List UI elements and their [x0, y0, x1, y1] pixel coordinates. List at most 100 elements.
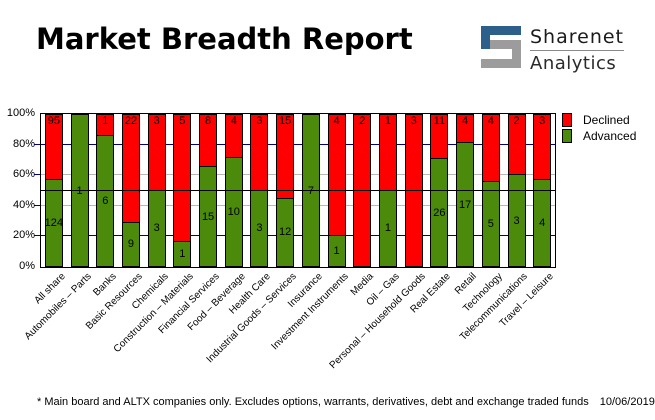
- stacked-bar: 1: [70, 114, 89, 267]
- legend-label: Declined: [583, 113, 630, 127]
- advanced-value-label: 15: [201, 210, 215, 223]
- advanced-value-label: 17: [458, 198, 472, 211]
- legend-swatch-declined: [562, 113, 572, 127]
- bar-9: 15 12: [272, 114, 298, 267]
- legend-swatch-advanced: [562, 129, 572, 143]
- legend-label: Advanced: [583, 129, 637, 143]
- declined-segment: 1: [378, 114, 397, 191]
- stacked-bar: 7: [301, 114, 320, 267]
- advanced-value-label: 1: [384, 222, 392, 235]
- advanced-segment: 1: [378, 190, 397, 267]
- bar-10: 7: [298, 114, 324, 267]
- y-tick-label-20: 20%: [12, 229, 35, 242]
- logo-brand-name: Sharenet: [530, 26, 625, 51]
- advanced-segment: 6: [96, 135, 115, 267]
- advanced-segment: 4: [533, 179, 552, 267]
- x-axis-label-0: All share: [32, 271, 68, 307]
- stacked-bar: 4 17: [456, 114, 475, 267]
- declined-segment: 95: [44, 114, 63, 181]
- advanced-value-label: 1: [333, 245, 340, 258]
- x-axis-label-3: Basic Resources: [83, 271, 145, 332]
- advanced-segment: 1: [70, 114, 89, 267]
- advanced-value-label: 6: [102, 194, 109, 207]
- gridline-80: [41, 143, 555, 145]
- bar-7: 4 10: [221, 114, 247, 267]
- stacked-bar: 2: [353, 114, 372, 267]
- advanced-segment: 26: [430, 159, 449, 267]
- stacked-bar: 8 15: [199, 114, 218, 267]
- bar-1: 1: [67, 114, 93, 267]
- advanced-segment: 9: [121, 222, 140, 267]
- advanced-value-label: 3: [256, 222, 263, 235]
- declined-value-label: 3: [153, 115, 160, 127]
- logo-brand-sub: Analytics: [530, 53, 617, 74]
- page-title: Market Breadth Report: [36, 22, 413, 56]
- declined-value-label: 8: [205, 115, 212, 127]
- declined-value-label: 15: [279, 115, 292, 127]
- declined-segment: 3: [533, 114, 552, 180]
- legend-item-declined: Declined: [562, 112, 636, 128]
- plot-area: 95 124 1 1 6 22 9 3 3 5 1 8 15 4 10 3 3 15 12 7 4 1 2 1 1 3 11 26 4 1…: [40, 113, 556, 268]
- logo-text: Sharenet Analytics: [530, 26, 625, 74]
- declined-value-label: 22: [124, 115, 138, 127]
- declined-value-label: 3: [539, 115, 546, 127]
- x-axis-label-11: Investment Instruments: [269, 271, 351, 353]
- y-tick-mark-80: [34, 143, 40, 145]
- stacked-bar: 15 12: [276, 114, 295, 267]
- declined-segment: 4: [224, 114, 243, 158]
- declined-value-label: 1: [102, 115, 109, 127]
- advanced-value-label: 26: [433, 206, 446, 219]
- x-axis-label-9: Industrial Goods – Services: [204, 271, 299, 366]
- declined-value-label: 2: [513, 115, 520, 127]
- y-tick-label-100: 100%: [6, 107, 35, 119]
- bar-14: 3: [401, 114, 427, 267]
- declined-segment: 3: [404, 114, 423, 267]
- sharenet-logo: Sharenet Analytics: [481, 26, 625, 74]
- advanced-segment: 15: [199, 167, 218, 267]
- advanced-value-label: 4: [539, 216, 546, 229]
- bar-12: 2: [349, 114, 375, 267]
- declined-segment: 3: [147, 114, 166, 191]
- bars: 95 124 1 1 6 22 9 3 3 5 1 8 15 4 10 3 3 15 12 7 4 1 2 1 1 3 11 26 4 1…: [41, 114, 555, 267]
- declined-value-label: 4: [230, 115, 237, 127]
- x-axis-label-14: Personal – Household Goods: [327, 271, 428, 372]
- declined-segment: 11: [430, 114, 449, 160]
- x-axis-label-5: Construction – Materials: [112, 271, 197, 356]
- advanced-segment: 3: [250, 190, 269, 267]
- advanced-value-label: 10: [227, 205, 240, 218]
- declined-segment: 22: [121, 114, 140, 223]
- x-axis-label-12: Media: [348, 271, 377, 299]
- chart-legend: Declined Advanced: [562, 112, 636, 144]
- advanced-segment: 10: [224, 157, 243, 267]
- y-tick-mark-20: [34, 235, 40, 237]
- advanced-segment: 7: [301, 114, 320, 267]
- bar-3: 22 9: [118, 114, 144, 267]
- stacked-bar: 3: [404, 114, 423, 267]
- declined-segment: 4: [456, 114, 475, 144]
- declined-value-label: 4: [462, 115, 469, 127]
- y-tick-label-0: 0%: [19, 260, 35, 272]
- bar-16: 4 17: [452, 114, 478, 267]
- x-axis-label-19: Travel – Leisure: [497, 271, 556, 330]
- declined-value-label: 95: [47, 115, 60, 127]
- y-tick-label-80: 80%: [12, 137, 35, 150]
- declined-segment: 2: [353, 114, 372, 267]
- advanced-value-label: 9: [127, 238, 135, 251]
- report-date: 10/06/2019: [599, 396, 655, 408]
- advanced-value-label: 12: [279, 226, 292, 239]
- advanced-value-label: 3: [153, 222, 160, 235]
- sharenet-logo-icon: [481, 26, 521, 73]
- x-axis-label-2: Banks: [91, 271, 120, 299]
- y-tick-mark-60: [34, 174, 40, 176]
- declined-value-label: 3: [256, 115, 263, 127]
